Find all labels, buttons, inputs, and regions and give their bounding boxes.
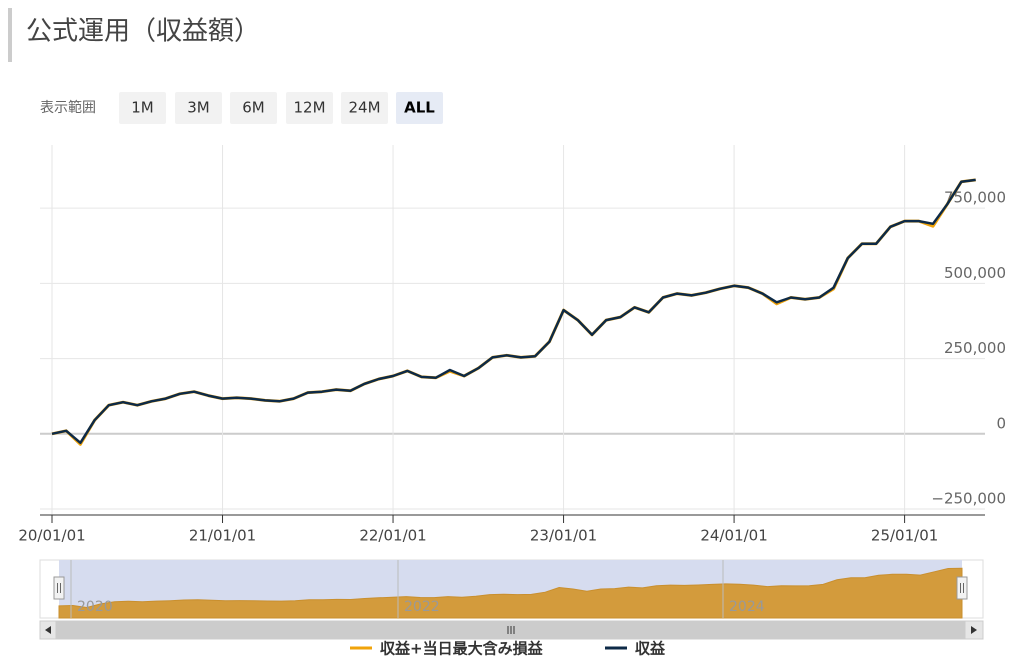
legend-item[interactable]: 収益 bbox=[605, 640, 666, 658]
arrow-left bbox=[45, 626, 51, 634]
button-label: 12M bbox=[293, 99, 325, 117]
navigator-handle[interactable] bbox=[956, 576, 968, 600]
navigator-label: 2024 bbox=[729, 599, 765, 615]
title-bar bbox=[8, 8, 12, 62]
range-button[interactable]: 3M bbox=[175, 92, 222, 124]
series-line bbox=[51, 178, 976, 445]
range-button[interactable]: 1M bbox=[119, 92, 166, 124]
x-tick-label: 21/01/01 bbox=[189, 527, 256, 545]
legend: 収益+当日最大含み損益 収益 bbox=[350, 640, 666, 658]
button-bg bbox=[119, 92, 166, 124]
button-bg bbox=[286, 92, 333, 124]
navigator: 2020 2022 2024 bbox=[39, 559, 984, 619]
navigator-label: 2020 bbox=[77, 599, 113, 615]
x-tick-label: 25/01/01 bbox=[871, 527, 938, 545]
y-tick-label: 500,000 bbox=[944, 264, 1006, 282]
range-button[interactable]: 6M bbox=[230, 92, 277, 124]
y-tick-label: −250,000 bbox=[931, 489, 1006, 507]
y-tick-label: 750,000 bbox=[944, 189, 1006, 207]
scrollbar[interactable] bbox=[39, 620, 984, 640]
series-line bbox=[51, 178, 976, 446]
button-bg bbox=[396, 92, 443, 124]
page-title: 公式運用（収益額） bbox=[26, 17, 260, 47]
legend-label: 収益 bbox=[635, 640, 666, 658]
button-bg bbox=[341, 92, 388, 124]
button-label: 6M bbox=[242, 99, 265, 117]
range-label: 表示範囲 bbox=[40, 99, 96, 116]
legend-label: 収益+当日最大含み損益 bbox=[380, 640, 544, 658]
x-tick-label: 23/01/01 bbox=[530, 527, 597, 545]
range-button[interactable]: ALL bbox=[396, 92, 443, 124]
grip bbox=[507, 626, 515, 634]
arrow-right bbox=[971, 626, 977, 634]
button-bg bbox=[175, 92, 222, 124]
legend-item[interactable]: 収益+当日最大含み損益 bbox=[350, 640, 544, 658]
x-tick-label: 20/01/01 bbox=[18, 527, 85, 545]
plot-area: −250,000 0 250,000 500,000 750,000 20/01/01 21… bbox=[18, 145, 1006, 545]
navigator-handle[interactable] bbox=[53, 576, 65, 600]
navigator-label: 2022 bbox=[404, 599, 440, 615]
button-label: 3M bbox=[187, 99, 210, 117]
x-tick-label: 24/01/01 bbox=[700, 527, 767, 545]
x-tick-label: 22/01/01 bbox=[359, 527, 426, 545]
navigator-area bbox=[58, 567, 963, 619]
button-label: ALL bbox=[404, 99, 435, 117]
button-bg bbox=[230, 92, 277, 124]
range-button[interactable]: 24M bbox=[341, 92, 388, 124]
range-button[interactable]: 12M bbox=[286, 92, 333, 124]
button-label: 1M bbox=[131, 99, 154, 117]
y-tick-label: 0 bbox=[996, 414, 1006, 432]
button-label: 24M bbox=[348, 99, 380, 117]
y-tick-label: 250,000 bbox=[944, 339, 1006, 357]
handle-grip bbox=[57, 583, 61, 593]
handle-grip bbox=[960, 583, 964, 593]
range-buttons: 1M 3M 6M 12M 24M ALL bbox=[119, 92, 443, 124]
